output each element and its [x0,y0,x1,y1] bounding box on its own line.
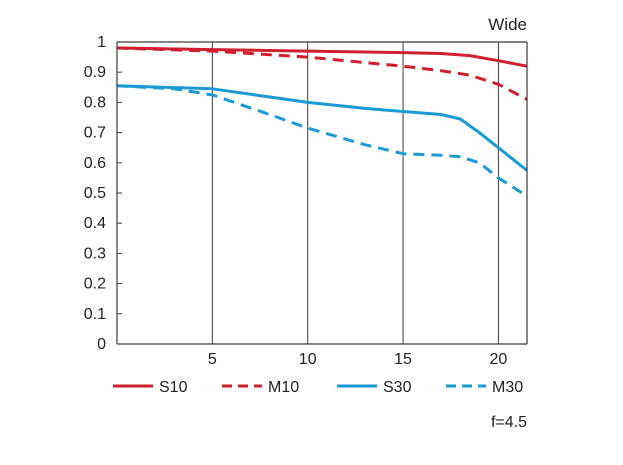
y-tick-label: 0.2 [84,276,106,293]
aperture-note: f=4.5 [491,414,527,431]
x-tick-label: 15 [394,351,412,368]
y-tick-label: 0.3 [84,245,106,262]
series-line-m10 [116,46,528,101]
legend-label-s30: S30 [383,379,412,396]
y-tick-label: 0.1 [84,306,106,323]
legend-label-m30: M30 [492,379,523,396]
y-tick-label: 0.7 [84,125,106,142]
legend: S10 M10 S30 M30 [113,379,523,396]
series-line-m30 [116,84,528,198]
series-lines [116,46,528,198]
x-tick-label: 10 [299,351,317,368]
x-tick-label: 5 [208,351,217,368]
y-tick-label: 0.5 [84,185,106,202]
y-tick-label: 0.8 [84,94,106,111]
legend-label-m10: M10 [268,379,299,396]
chart-title: Wide [488,15,527,34]
y-tick-label: 0.6 [84,155,106,172]
series-line-s10 [116,46,528,68]
tick-labels: 00.10.20.30.40.50.60.70.80.915 10 15 20 [84,34,508,368]
series-line-s30 [116,84,528,172]
y-tick-label: 0 [97,336,106,353]
y-tick-label: 0.4 [84,215,106,232]
y-tick-label: 1 [97,34,106,51]
grid [211,42,499,344]
x-tick-label: 20 [489,351,507,368]
y-tick-label: 0.9 [84,64,106,81]
axes [116,41,528,345]
legend-label-s10: S10 [159,379,188,396]
